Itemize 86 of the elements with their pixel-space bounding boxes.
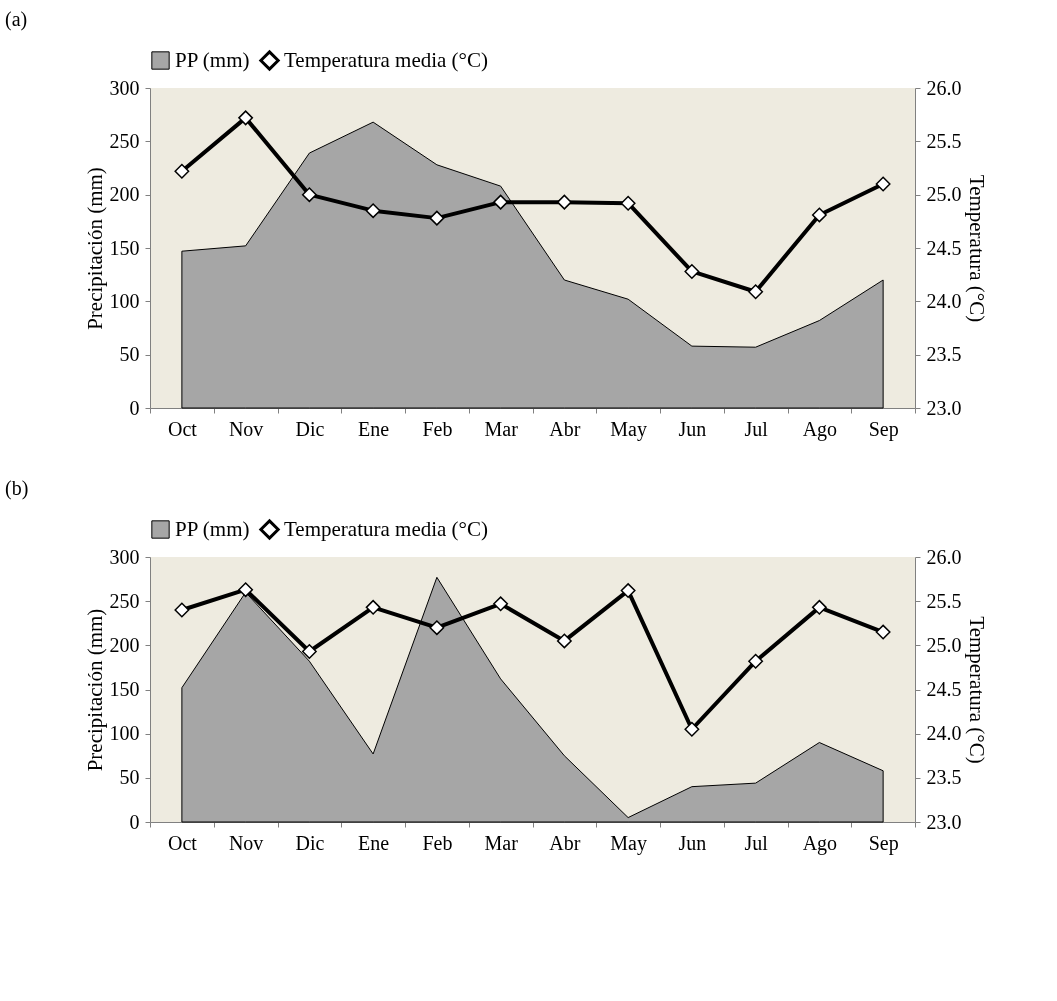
x-tick-label: Jun <box>678 417 707 440</box>
point <box>620 583 636 599</box>
y-tick-label: 150 <box>109 236 140 259</box>
x-tick-label: Oct <box>167 417 198 440</box>
y2-tick-label: 26.0 <box>926 76 962 99</box>
y2-tick-label: 24.5 <box>926 236 962 259</box>
x-tick-label: Ago <box>802 417 838 441</box>
y-tick-label: 200 <box>109 633 140 656</box>
y2-tick-label: 24.0 <box>926 289 962 312</box>
x-tick-label: Feb <box>422 417 453 440</box>
point <box>493 194 509 210</box>
point <box>174 163 190 179</box>
y-tick-label: 100 <box>109 722 140 745</box>
point <box>238 110 254 126</box>
x-tick-label: Abr <box>549 417 581 440</box>
x-tick-label: Sep <box>868 417 899 441</box>
point <box>238 582 254 598</box>
y2-tick-label: 23.5 <box>926 766 962 789</box>
y-tick-label: 250 <box>109 589 140 612</box>
y-axis-title: Precipitación (mm) <box>82 167 107 330</box>
y2-axis-title: Temperatura (°C) <box>964 616 989 764</box>
y2-tick-label: 24.5 <box>926 678 962 700</box>
x-tick-label: Ago <box>802 831 838 855</box>
x-tick-label: May <box>610 417 647 441</box>
point <box>620 195 636 211</box>
x-tick-label: Sep <box>868 831 899 855</box>
y-tick-label: 300 <box>109 545 140 568</box>
y-tick-label: 0 <box>129 396 140 419</box>
point <box>748 284 764 300</box>
x-tick-label: Jul <box>744 831 769 854</box>
point <box>365 599 381 615</box>
x-tick-label: Dic <box>295 417 325 440</box>
y2-tick-label: 23.5 <box>926 343 962 366</box>
point <box>556 194 572 210</box>
x-tick-label: Mar <box>484 831 519 854</box>
x-tick-label: Jul <box>744 417 769 440</box>
x-tick-label: Ene <box>358 417 390 440</box>
x-tick-label: Jun <box>678 831 707 854</box>
y2-tick-label: 26.0 <box>926 545 962 568</box>
point <box>811 207 827 223</box>
y-tick-label: 50 <box>119 766 140 789</box>
legend-label: Temperatura media (°C) <box>284 516 489 541</box>
y-tick-label: 200 <box>109 183 140 206</box>
point <box>748 653 764 669</box>
point <box>174 602 190 618</box>
y2-tick-label: 24.0 <box>926 722 962 745</box>
y-tick-label: 150 <box>109 678 140 700</box>
point <box>875 624 891 640</box>
y2-tick-label: 23.0 <box>926 810 962 833</box>
point <box>811 599 827 615</box>
y2-tick-label: 25.5 <box>926 589 962 612</box>
y2-tick-label: 25.5 <box>926 129 962 152</box>
x-tick-label: Nov <box>228 831 264 854</box>
point <box>493 596 509 612</box>
y-axis-title: Precipitación (mm) <box>82 608 107 772</box>
y-tick-label: 50 <box>119 343 140 366</box>
point <box>301 187 317 203</box>
y2-tick-label: 25.0 <box>926 183 962 206</box>
point <box>365 203 381 219</box>
x-tick-label: Nov <box>228 417 264 440</box>
legend-label: PP (mm) <box>175 47 250 72</box>
x-tick-label: Oct <box>167 831 198 854</box>
x-tick-label: Feb <box>422 831 453 854</box>
x-tick-label: Ene <box>358 831 390 854</box>
x-tick-label: May <box>610 831 647 855</box>
y2-tick-label: 25.0 <box>926 633 962 656</box>
x-tick-label: Dic <box>295 831 325 854</box>
point <box>556 633 572 649</box>
y-tick-label: 0 <box>129 810 140 833</box>
point <box>429 210 445 226</box>
legend-label: Temperatura media (°C) <box>284 47 489 72</box>
point <box>684 264 700 279</box>
point <box>684 721 700 737</box>
y2-tick-label: 23.0 <box>926 396 962 419</box>
text: (a) <box>5 8 28 31</box>
point <box>429 620 445 636</box>
y2-axis-title: Temperatura (°C) <box>964 174 989 323</box>
x-tick-label: Mar <box>484 417 519 440</box>
legend-label: PP (mm) <box>175 516 250 541</box>
y-tick-label: 250 <box>109 129 140 152</box>
y-tick-label: 300 <box>109 76 140 99</box>
point <box>875 176 891 192</box>
text: (b) <box>5 477 29 500</box>
x-tick-label: Abr <box>549 831 581 854</box>
y-tick-label: 100 <box>109 289 140 312</box>
point <box>301 644 317 659</box>
